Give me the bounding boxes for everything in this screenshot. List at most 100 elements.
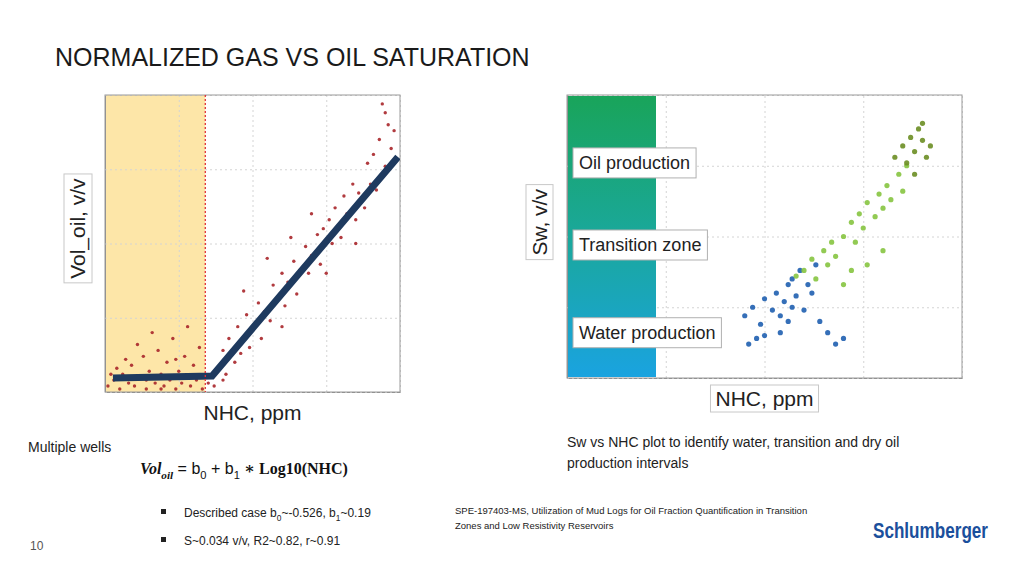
scatter-point [825,262,830,267]
scatter-point [801,268,806,273]
x-tick [179,95,180,392]
y-title-box [64,174,92,283]
scatter-point [153,381,156,384]
text-part: + b [207,460,234,477]
scatter-point [180,381,183,384]
scatter-point [124,358,127,361]
page-number: 10 [30,539,44,553]
scatter-point [372,153,375,156]
chart: Oil productionTransition zoneWater produ… [526,95,963,412]
scatter-point [304,245,307,248]
scatter-point [201,387,204,390]
scatter-point [354,218,357,221]
scatter-point [853,240,858,245]
scatter-point [888,197,893,202]
scatter-point [786,319,791,324]
bullet-marker [161,509,166,514]
scatter-point [821,248,826,253]
scatter-point [778,330,783,335]
x-axis [106,95,401,393]
scatter-point [900,143,905,148]
scatter-point [770,307,775,312]
y-axis-title: Sw, v/v [528,189,551,256]
scatter-point [207,381,210,384]
scatter-point [106,384,109,387]
scatter-point [354,242,357,245]
scatter-point [192,364,195,367]
scatter-point [142,355,145,358]
scatter-point [283,304,286,307]
scatter-point [817,319,822,324]
scatter-point [339,236,342,239]
scatter-point [174,387,177,390]
scatter-point [212,384,215,387]
scatter-point [782,299,787,304]
scatter-point [174,358,177,361]
scatter-point [912,172,917,177]
scatter-point [876,191,881,196]
scatter-point [333,206,336,209]
scatter-point [280,325,283,328]
scatter-point [162,384,165,387]
reference: SPE-197403-MS, Utilization of Mud Logs f… [455,505,807,516]
text-part: Vol [140,460,162,477]
scatter-point [778,313,783,318]
scatter-point [392,129,395,132]
scatter-point [389,147,392,150]
scatter-point [384,111,387,114]
y-title-box [526,185,553,260]
scatter-point [865,200,870,205]
scatter-point [227,337,230,340]
scatter-point [750,305,755,310]
scatter-point [316,233,319,236]
scatter-point [762,296,767,301]
scatter-point [236,325,239,328]
scatter-point [165,361,168,364]
scatter-point [801,307,806,312]
text-part: S~0.034 v/v, R2~0.82, r~0.91 [184,534,341,548]
scatter-point [280,272,283,275]
scatter-point [289,236,292,239]
scatter-point [880,206,885,211]
scatter-point [381,102,384,105]
x-axis-title: NHC, ppm [203,401,301,424]
chart: NHC, ppmVol_oil, v/v [64,95,401,424]
annotation-box [573,318,721,348]
scatter-point [148,370,151,373]
scatter-point [900,189,905,194]
scatter-point [325,272,328,275]
plot-area [106,102,398,391]
text-part: Described case b [184,506,277,520]
scatter-point [378,138,381,141]
scatter-point [813,276,818,281]
scatter-point [880,248,885,253]
y-tick [105,318,400,319]
scatter-point [833,254,838,259]
scatter-point [841,336,846,341]
subscript: oil [161,469,174,481]
scatter-point [183,355,186,358]
scatter-point [833,341,838,346]
scatter-point [310,212,313,215]
scatter-point [186,325,189,328]
scatter-point [351,182,354,185]
scatter-point [924,155,929,160]
scatter-point [271,283,274,286]
scatter-point [790,305,795,310]
scatter-point [865,262,870,267]
y-tick [105,169,400,170]
scatter-point [171,337,174,340]
scatter-point [849,268,854,273]
zone-annotation: Oil production [573,148,696,178]
scatter-point [363,206,366,209]
scatter-point [257,301,260,304]
scatter-point [366,162,369,165]
grid-line [253,95,254,392]
annotation-box [573,148,696,178]
text-part: ~-0.526, b [281,506,336,520]
plot-frame [105,95,400,392]
scatter-point [873,214,878,219]
reference: Zones and Low Resistivity Reservoirs [455,520,614,531]
plot-area [742,121,933,347]
bullet-marker [161,537,166,542]
